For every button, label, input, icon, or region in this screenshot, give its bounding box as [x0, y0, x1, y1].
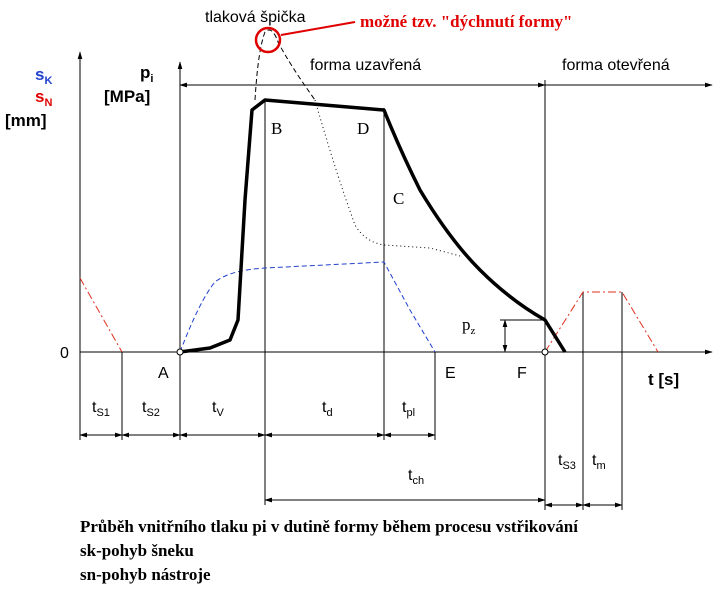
labels: tlaková špička možné tzv. "dýchnutí form…	[5, 9, 679, 584]
structure	[77, 21, 713, 510]
caption-line: sk-pohyb šneku	[80, 541, 194, 560]
phase-label: forma uzavřená	[310, 57, 421, 74]
axis-label: pi	[140, 63, 153, 85]
interval-label: tch	[408, 467, 424, 487]
point-label: C	[393, 189, 404, 208]
caption: Průběh vnitřního tlaku pi v dutině formy…	[80, 517, 578, 584]
point-label: E	[445, 365, 456, 382]
caption-line: sn-pohyb nástroje	[80, 565, 211, 584]
point-label: F	[517, 365, 527, 382]
zero-label: 0	[60, 345, 69, 362]
caption-line: Průběh vnitřního tlaku pi v dutině formy…	[80, 517, 578, 536]
phase-label: forma otevřená	[562, 57, 670, 74]
point-label: A	[158, 365, 169, 382]
interval-label: td	[322, 399, 333, 419]
axis-label: sK	[35, 65, 52, 87]
interval-label: tm	[592, 452, 606, 472]
interval-labels: tS1 tS2 tV td tpl tch tS3 tm	[92, 399, 606, 487]
time-axis-label: t [s]	[648, 370, 679, 389]
point-label: D	[357, 119, 369, 138]
point-label: B	[271, 119, 282, 138]
peak-label: tlaková špička	[205, 9, 306, 26]
interval-label: tV	[212, 399, 224, 419]
axis-unit: [MPa]	[104, 87, 150, 106]
interval-label: tS3	[558, 452, 576, 472]
interval-label: tpl	[402, 399, 415, 419]
interval-label: tS2	[142, 399, 160, 419]
breathing-note: možné tzv. "dýchnutí formy"	[360, 12, 572, 31]
axis-unit: [mm]	[5, 111, 47, 130]
interval-label: tS1	[92, 399, 110, 419]
axis-label: sN	[35, 87, 52, 109]
pz-label: pz	[462, 315, 476, 337]
